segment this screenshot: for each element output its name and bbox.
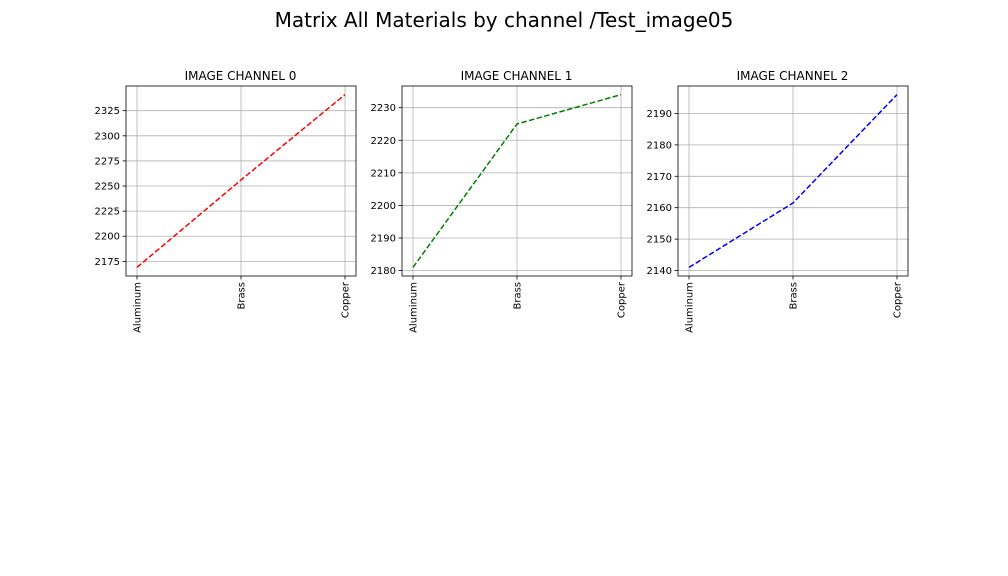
chart-2-xtick-label-0: Aluminum xyxy=(685,282,696,333)
chart-0-axes-frame xyxy=(125,85,357,277)
chart-0-xtick-label-0: Aluminum xyxy=(133,282,144,333)
chart-0-ytick-label-0: 2175 xyxy=(95,257,120,268)
chart-0-ytick-label-1: 2200 xyxy=(95,232,120,243)
chart-2-ytick-label-3: 2170 xyxy=(647,172,672,183)
chart-0-ytick-label-6: 2325 xyxy=(95,106,120,117)
chart-2-ytick-label-4: 2180 xyxy=(647,140,672,151)
chart-panel-2: IMAGE CHANNEL 2 2140 2150 2160 2170 2180 2190… xyxy=(647,69,909,333)
chart-1-ytick-label-2: 2200 xyxy=(371,201,396,212)
chart-1-ytick-label-3: 2210 xyxy=(371,168,396,179)
chart-1-ytick-label-0: 2180 xyxy=(371,266,396,277)
chart-1-xtick-label-0: Aluminum xyxy=(409,282,420,333)
chart-0-xtick-label-2: Copper xyxy=(341,281,352,318)
chart-0-xtick-label-1: Brass xyxy=(237,282,248,310)
chart-0-ytick-label-4: 2275 xyxy=(95,156,120,167)
chart-0-ticks: 2175 2200 2225 2250 2275 2300 2325 Aluminum Bras… xyxy=(95,106,352,333)
chart-1-ytick-label-4: 2220 xyxy=(371,136,396,147)
chart-0-gridlines xyxy=(126,86,356,276)
figure-suptitle: Matrix All Materials by channel /Test_im… xyxy=(275,8,734,32)
chart-0-title: IMAGE CHANNEL 0 xyxy=(185,69,297,83)
chart-2-gridlines xyxy=(678,86,908,276)
chart-1-xtick-label-1: Brass xyxy=(513,282,524,310)
chart-2-ytick-label-5: 2190 xyxy=(647,109,672,120)
chart-panel-0: IMAGE CHANNEL 0 2175 2200 2225 2250 2275 2300… xyxy=(95,69,357,333)
chart-2-ticks: 2140 2150 2160 2170 2180 2190 Aluminum Brass Cop… xyxy=(647,109,904,333)
chart-1-axes-frame xyxy=(401,85,633,277)
chart-1-ytick-label-5: 2230 xyxy=(371,103,396,114)
chart-0-ytick-label-2: 2225 xyxy=(95,207,120,218)
chart-1-ticks: 2180 2190 2200 2210 2220 2230 Aluminum Brass Cop… xyxy=(371,103,628,333)
chart-1-gridlines xyxy=(402,86,632,276)
chart-2-ytick-label-2: 2160 xyxy=(647,203,672,214)
chart-2-ytick-label-1: 2150 xyxy=(647,235,672,246)
chart-2-axes-frame xyxy=(677,85,909,277)
chart-2-xtick-label-2: Copper xyxy=(893,281,904,318)
chart-1-title: IMAGE CHANNEL 1 xyxy=(461,69,573,83)
chart-0-ytick-label-3: 2250 xyxy=(95,182,120,193)
chart-2-ytick-label-0: 2140 xyxy=(647,266,672,277)
chart-2-title: IMAGE CHANNEL 2 xyxy=(737,69,849,83)
chart-2-xtick-label-1: Brass xyxy=(789,282,800,310)
chart-0-ytick-label-5: 2300 xyxy=(95,131,120,142)
chart-panel-1: IMAGE CHANNEL 1 2180 2190 2200 2210 2220 2230… xyxy=(371,69,633,333)
chart-1-ytick-label-1: 2190 xyxy=(371,234,396,245)
chart-1-xtick-label-2: Copper xyxy=(617,281,628,318)
